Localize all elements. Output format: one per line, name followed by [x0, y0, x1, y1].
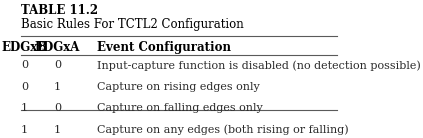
Text: Capture on rising edges only: Capture on rising edges only — [97, 82, 260, 92]
Text: 0: 0 — [54, 60, 61, 70]
Text: 1: 1 — [21, 125, 28, 135]
Text: 1: 1 — [54, 125, 61, 135]
Text: EDGxB: EDGxB — [1, 42, 47, 55]
Text: 0: 0 — [54, 103, 61, 113]
Text: EDGxA: EDGxA — [35, 42, 80, 55]
Text: 0: 0 — [21, 82, 28, 92]
Text: 1: 1 — [54, 82, 61, 92]
Text: 0: 0 — [21, 60, 28, 70]
Text: 1: 1 — [21, 103, 28, 113]
Text: Event Configuration: Event Configuration — [97, 42, 231, 55]
Text: TABLE 11.2: TABLE 11.2 — [21, 4, 98, 17]
Text: Capture on falling edges only: Capture on falling edges only — [97, 103, 263, 113]
Text: Input-capture function is disabled (no detection possible): Input-capture function is disabled (no d… — [97, 60, 420, 71]
Text: Capture on any edges (both rising or falling): Capture on any edges (both rising or fal… — [97, 125, 349, 135]
Text: Basic Rules For TCTL2 Configuration: Basic Rules For TCTL2 Configuration — [21, 18, 244, 31]
